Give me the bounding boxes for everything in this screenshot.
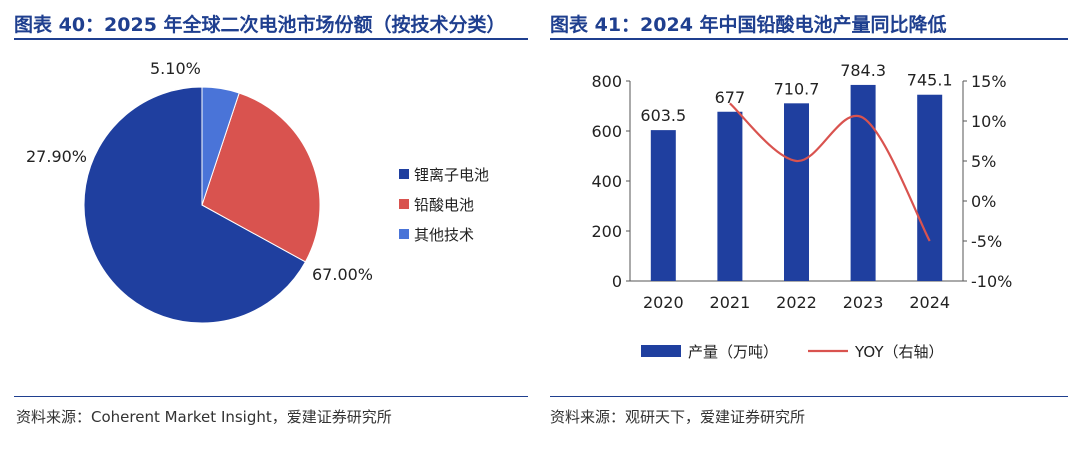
pie-value-label-0: 67.00%	[312, 265, 373, 284]
bar-2023	[850, 84, 876, 281]
x-tick-label-2023: 2023	[843, 293, 884, 312]
right-tick-label-5: 15%	[971, 72, 1007, 91]
left-tick-label-4: 800	[591, 72, 622, 91]
pie-slice-1	[201, 92, 321, 263]
x-tick-label-2022: 2022	[776, 293, 817, 312]
bar-2022	[784, 103, 809, 281]
pie-legend-swatch-1	[399, 199, 409, 209]
bar-2024	[917, 94, 943, 281]
right-tick-label-0: -10%	[971, 272, 1012, 291]
pie-value-label-1: 27.90%	[26, 147, 87, 166]
right-tick-label-4: 10%	[971, 112, 1007, 131]
bar-value-label-2021: 677	[715, 88, 746, 107]
right-chart-title: 图表 41：2024 年中国铅酸电池产量同比降低	[550, 14, 947, 36]
bar-2020	[650, 130, 676, 281]
left-tick-label-1: 200	[591, 222, 622, 241]
right-tick-label-2: 0%	[971, 192, 996, 211]
bar-2021	[717, 111, 743, 281]
x-tick-label-2021: 2021	[710, 293, 751, 312]
bar-value-label-2022: 710.7	[774, 79, 820, 98]
left-source: 资料来源：Coherent Market Insight，爱建证券研究所	[16, 408, 392, 426]
pie-slice-2	[201, 86, 240, 206]
right-source: 资料来源：观研天下，爱建证券研究所	[550, 408, 806, 426]
bar-value-label-2024: 745.1	[907, 71, 953, 90]
bar-value-label-2020: 603.5	[640, 106, 686, 125]
left-tick-label-2: 400	[591, 172, 622, 191]
pie-legend-swatch-0	[399, 169, 409, 179]
right-source-rule	[550, 396, 1068, 397]
right-title-rule	[550, 38, 1068, 40]
left-tick-label-0: 0	[612, 272, 622, 291]
pie-legend-label-0: 锂离子电池	[414, 166, 489, 184]
pie-legend-label-2: 其他技术	[414, 226, 474, 244]
bar-value-label-2023: 784.3	[840, 61, 886, 80]
left-title-rule	[14, 38, 528, 40]
pie-value-label-2: 5.10%	[150, 59, 201, 78]
line-legend-label: YOY（右轴）	[854, 343, 944, 361]
yoy-line	[729, 102, 931, 242]
bar-legend-label: 产量（万吨）	[688, 343, 778, 361]
left-chart-title: 图表 40：2025 年全球二次电池市场份额（按技术分类）	[14, 14, 506, 36]
x-tick-label-2020: 2020	[643, 293, 684, 312]
bar-legend-swatch	[641, 345, 681, 357]
right-tick-label-1: -5%	[971, 232, 1002, 251]
right-tick-label-3: 5%	[971, 152, 996, 171]
left-source-rule	[14, 396, 528, 397]
pie-legend-label-1: 铅酸电池	[414, 196, 474, 214]
x-tick-label-2024: 2024	[909, 293, 950, 312]
pie-legend-swatch-2	[399, 229, 409, 239]
left-tick-label-3: 600	[591, 122, 622, 141]
pie-slice-0	[83, 86, 307, 324]
